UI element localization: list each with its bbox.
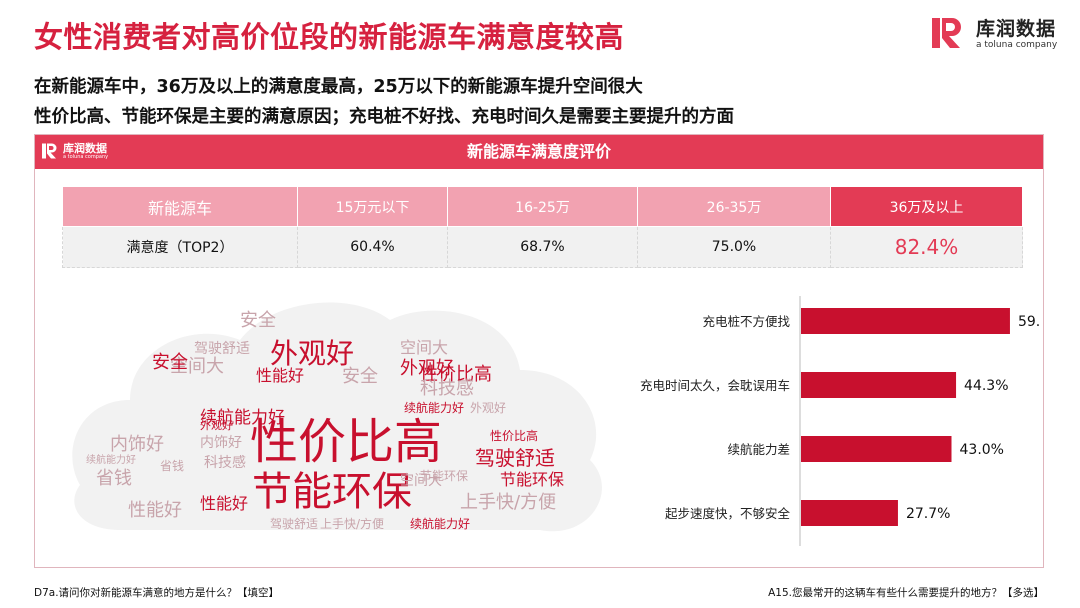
bar-value-label: 59.7% [1018,314,1040,330]
table-row: 满意度（TOP2） 60.4% 68.7% 75.0% 82.4% [62,226,1023,268]
subtitle-line-2: 性价比高、节能环保是主要的满意原因；充电桩不好找、充电时间久是需要主要提升的方面 [34,107,734,127]
word-cloud-word: 空间大 [400,473,442,489]
word-cloud-word: 科技感 [420,378,474,399]
word-cloud-word: 续航能力好 [404,401,465,415]
word-cloud-word: 驾驶舒适 [475,446,555,470]
bar-category-label: 起步速度快，不够安全 [665,506,791,521]
word-cloud-word: 省钱 [96,468,132,489]
word-cloud-word: 性价比高 [250,414,443,470]
word-cloud-word: 安全 [342,366,378,387]
brand-name: 库润数据 [976,18,1057,40]
bar [801,436,952,462]
bar-value-label: 27.7% [906,506,950,522]
word-cloud-word: 安全 [240,310,276,331]
word-cloud-word: 外观好 [400,358,454,379]
word-cloud-word: 内饰好 [200,435,242,451]
bar-value-label: 43.0% [960,442,1004,458]
table-cell: 满意度（TOP2） [62,226,298,268]
bar-value-label: 44.3% [964,378,1008,394]
word-cloud-word: 性价比高 [420,364,492,385]
footer-note-left: D7a.请问你对新能源车满意的地方是什么？【填空】 [34,587,280,599]
bar-category-label: 充电时间太久，会耽误用车 [640,378,790,393]
table-header-cell: 15万元以下 [297,186,448,227]
word-cloud-word: 科技感 [204,455,246,471]
bar [801,500,898,526]
improvement-bar-chart: 充电桩不方便找 59.7% 充电时间太久，会耽误用车 44.3% 续航能力差 43.0% 起… [640,296,1040,546]
table-header-cell: 新能源车 [62,186,298,227]
word-cloud-word: 续航能力好 [410,517,471,531]
brand-sub: a toluna company [976,40,1058,50]
page-title: 女性消费者对高价位段的新能源车满意度较高 [34,20,625,54]
word-cloud-word: 外观好 [270,337,355,370]
word-cloud-word: 省钱 [160,459,185,473]
brand-logo: 库润数据 a toluna company [930,14,1060,54]
table-cell: 68.7% [447,226,638,268]
word-cloud-word: 空间大 [400,338,449,357]
table-cell: 60.4% [297,226,448,268]
word-cloud-word: 驾驶舒适 [194,341,250,357]
word-cloud-word: 性能好 [200,494,249,513]
table-header-cell: 26-35万 [637,186,831,227]
footer-note-right: A15.您最常开的这辆车有些什么需要提升的地方？【多选】 [768,587,1044,599]
word-cloud-word: 上手快/方便 [320,517,385,531]
cloud-shape [72,302,602,532]
bar [801,372,957,398]
panel-logo: 库润数据 a toluna company [41,141,108,165]
word-cloud-word: 节能环保 [500,470,565,489]
panel-header: 库润数据 a toluna company 新能源车满意度评价 [35,135,1043,169]
bar-category-label: 续航能力差 [727,442,790,457]
satisfaction-panel: 库润数据 a toluna company 新能源车满意度评价 [34,134,1044,568]
table-header-cell: 16-25万 [447,186,638,227]
panel-logo-sub: a toluna company [63,154,109,160]
brand-logo-icon [932,18,961,48]
word-cloud-word: 驾驶舒适 [270,517,319,531]
bar-category-label: 充电桩不方便找 [702,314,790,329]
word-cloud-word: 节能环保 [252,469,412,515]
word-cloud-word: 节能环保 [420,469,469,483]
word-cloud-word: 上手快/方便 [460,492,557,513]
word-cloud-word: 性价比高 [490,429,539,443]
word-cloud-word: 续航能力好 [86,455,136,466]
table-header-cell-highlight: 36万及以上 [830,186,1023,227]
word-cloud-word: 内饰好 [110,434,164,455]
table-cell: 75.0% [637,226,831,268]
panel-logo-icon [42,143,57,159]
subtitle-line-1: 在新能源车中，36万及以上的满意度最高，25万以下的新能源车提升空间很大 [34,77,643,97]
word-cloud-word: 外观好 [200,419,233,432]
word-cloud-word: 续航能力好 [200,408,285,428]
word-cloud-word: 外观好 [470,401,507,415]
table-header-row: 新能源车 15万元以下 16-25万 26-35万 36万及以上 [62,186,1023,227]
word-cloud-word: 空间大 [170,356,224,377]
satisfaction-table: 新能源车 15万元以下 16-25万 26-35万 36万及以上 满意度（TOP… [62,186,1023,268]
panel-title: 新能源车满意度评价 [466,142,611,161]
panel-logo-name: 库润数据 [63,142,107,155]
word-cloud-word: 性能好 [128,500,182,521]
word-cloud-word: 安全 [152,352,188,373]
word-cloud: 性价比高 节能环保 外观好 性价比高 驾驶舒适 安全 空间大 性能好 续航能力好 外观好 安全 空间大… [60,290,620,552]
table-cell-highlight: 82.4% [830,226,1023,268]
bar [801,308,1010,334]
word-cloud-word: 性能好 [256,366,305,385]
